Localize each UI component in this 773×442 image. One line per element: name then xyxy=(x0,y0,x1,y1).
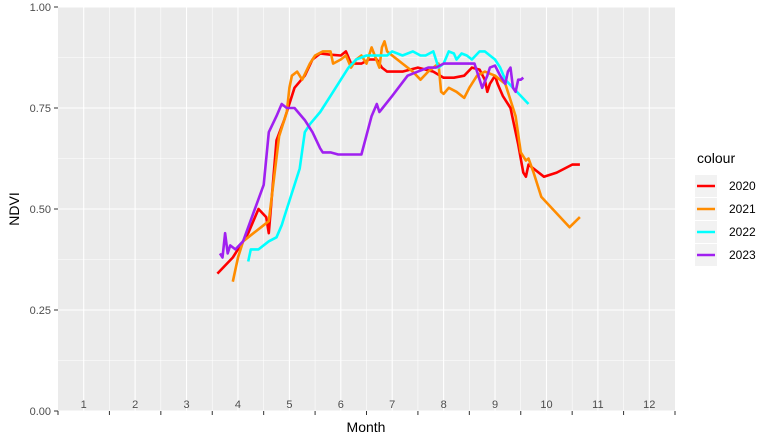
y-tick-label: 0.25 xyxy=(30,305,51,317)
series-lines xyxy=(216,40,581,282)
x-tick-label: 1 xyxy=(81,399,87,411)
y-tick-label: 1.00 xyxy=(30,2,51,14)
x-tick-label: 5 xyxy=(286,399,292,411)
x-tick-label: 4 xyxy=(235,399,241,411)
x-tick-label: 12 xyxy=(643,399,655,411)
x-tick-labels: 1 2 3 4 5 6 7 8 9 10 11 12 xyxy=(81,399,656,411)
y-tick-label: 0.75 xyxy=(30,103,51,115)
series-line-2021 xyxy=(231,40,581,282)
legend-label-2022: 2022 xyxy=(729,225,756,239)
x-tick-label: 11 xyxy=(592,399,603,411)
legend: colour 2020 2021 2022 2023 xyxy=(695,150,756,266)
x-tick-label: 10 xyxy=(540,399,552,411)
y-axis-title: NDVI xyxy=(6,192,22,225)
legend-label-2023: 2023 xyxy=(729,248,756,262)
x-tick-label: 7 xyxy=(389,399,395,411)
x-tick-label: 6 xyxy=(338,399,344,411)
x-tick-label: 9 xyxy=(492,399,498,411)
legend-label-2020: 2020 xyxy=(729,179,756,193)
x-tick-label: 2 xyxy=(132,399,138,411)
y-tick-label: 0.00 xyxy=(30,406,51,418)
series-line-2022 xyxy=(246,50,530,262)
legend-label-2021: 2021 xyxy=(729,202,756,216)
x-tick-label: 8 xyxy=(441,399,447,411)
x-tick-marks xyxy=(57,411,676,415)
legend-title: colour xyxy=(697,150,735,166)
x-tick-label: 3 xyxy=(183,399,189,411)
series-line-2023 xyxy=(218,62,525,259)
x-axis-title: Month xyxy=(347,419,386,435)
y-tick-label: 0.50 xyxy=(30,204,51,216)
y-axis: 0.00 0.25 0.50 0.75 1.00 xyxy=(30,2,58,418)
